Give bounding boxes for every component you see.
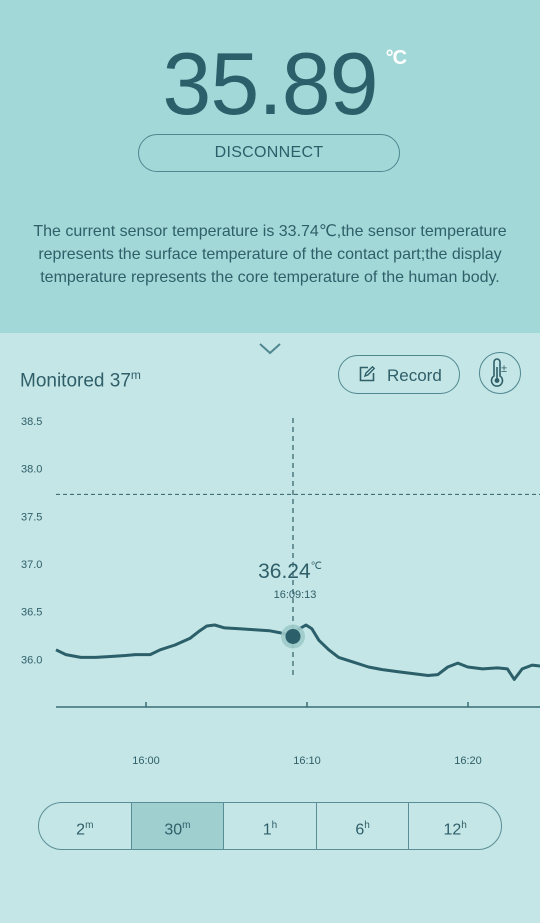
x-tick-label: 16:20 [454, 755, 482, 767]
tab-range-30m[interactable]: 30m [131, 803, 225, 849]
chevron-down-icon[interactable] [258, 342, 282, 356]
tab-label: 2 [76, 821, 86, 839]
temperature-chart[interactable]: 38.5 38.0 37.5 37.0 36.5 36.0 16:00 16:10 16:20… [0, 405, 540, 775]
tab-range-6h[interactable]: 6h [317, 803, 410, 849]
temperature-value: 35.89 [162, 34, 378, 133]
monitored-duration: Monitored 37m [20, 368, 141, 392]
edit-icon [359, 366, 375, 382]
tab-range-1h[interactable]: 1h [224, 803, 317, 849]
thermometer-plus-minus-icon: ± [490, 358, 507, 387]
y-tick-label: 37.5 [21, 511, 42, 523]
disconnect-button[interactable]: DISCONNECT [138, 134, 400, 172]
record-label: Record [387, 366, 442, 385]
tab-unit: h [364, 820, 370, 831]
tab-unit: h [271, 820, 278, 831]
monitored-label: Monitored 37 [20, 370, 131, 392]
y-tick-label: 36.0 [21, 654, 42, 666]
tab-range-12h[interactable]: 12h [409, 803, 501, 849]
tab-label: 12 [443, 821, 462, 839]
tab-unit: h [461, 820, 467, 831]
calibrate-button[interactable]: ± [479, 352, 521, 394]
sensor-description: The current sensor temperature is 33.74℃… [33, 223, 507, 286]
temperature-display: 35.89 °C [0, 34, 540, 134]
temperature-line [55, 623, 540, 681]
tab-label: 1 [262, 821, 272, 839]
cursor-value: 36.24℃ [258, 560, 322, 583]
record-button[interactable]: Record [338, 355, 460, 394]
temperature-unit: °C [385, 47, 407, 69]
tab-range-2m[interactable]: 2m [39, 803, 132, 849]
tab-label: 6 [355, 821, 365, 839]
tab-unit: m [85, 820, 94, 831]
y-tick-label: 38.0 [21, 464, 42, 476]
cursor-time: 16:09:13 [274, 589, 317, 601]
tab-unit: m [182, 820, 191, 831]
time-range-tabs: 2m 30m 1h 6h 12h [38, 802, 502, 850]
temperature-panel: 35.89 °C DISCONNECT The current sensor te… [0, 0, 540, 333]
cursor-point[interactable] [285, 628, 301, 644]
x-tick-label: 16:10 [293, 755, 321, 767]
tab-label: 30 [164, 821, 183, 839]
svg-text:±: ± [501, 363, 507, 375]
x-tick-label: 16:00 [132, 755, 160, 767]
y-tick-label: 37.0 [21, 559, 42, 571]
y-tick-label: 38.5 [21, 416, 42, 428]
y-tick-label: 36.5 [21, 607, 42, 619]
monitored-unit: m [130, 368, 141, 382]
